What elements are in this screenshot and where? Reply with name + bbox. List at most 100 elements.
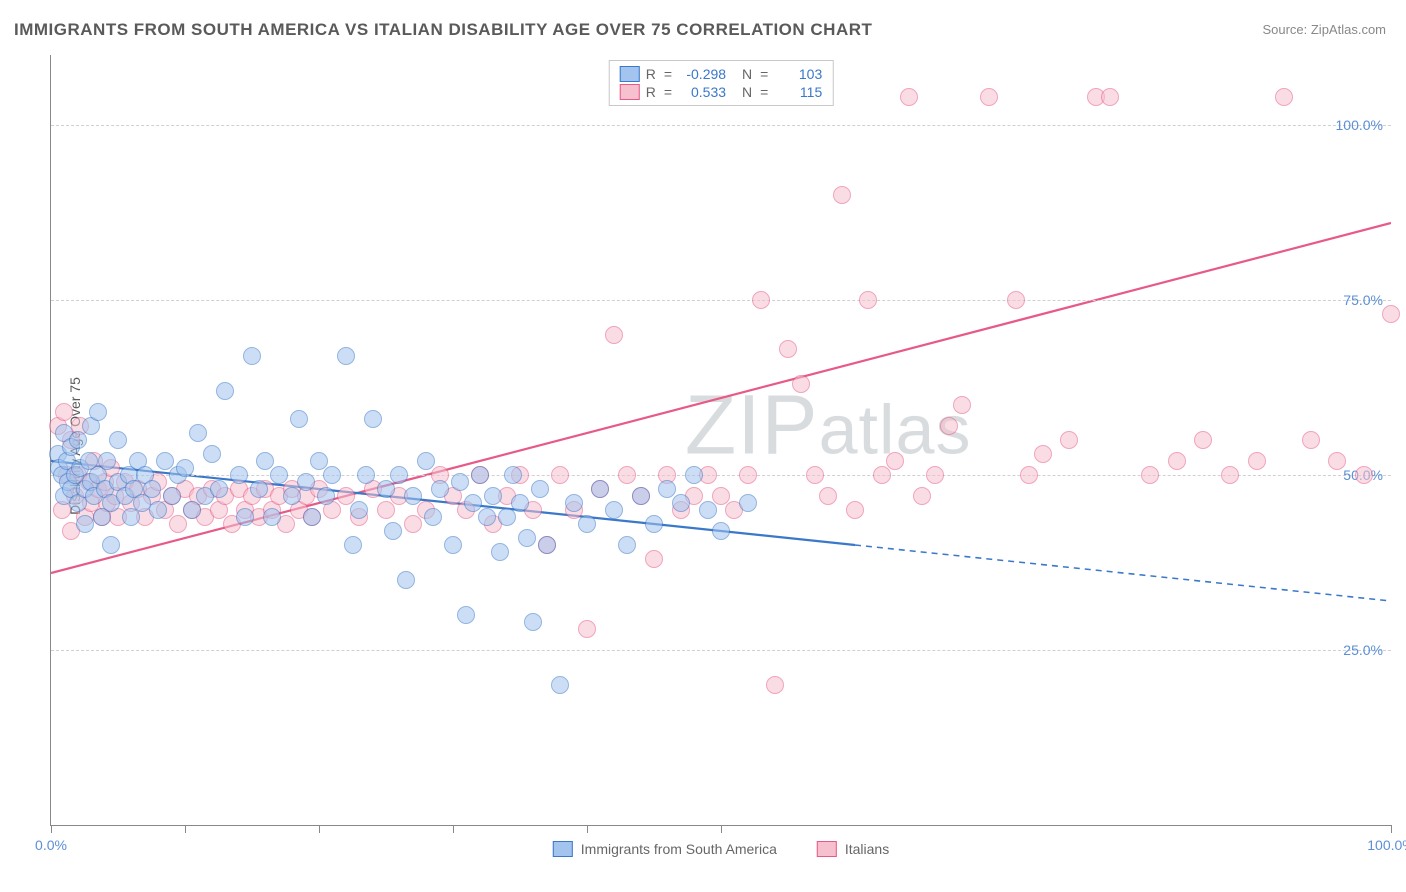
legend-r-value-blue: -0.298 [680,66,726,82]
scatter-point [779,340,797,358]
scatter-point [739,466,757,484]
watermark: ZIPatlas [685,376,972,473]
chart-title: IMMIGRANTS FROM SOUTH AMERICA VS ITALIAN… [14,20,872,40]
scatter-point [1168,452,1186,470]
scatter-point [645,515,663,533]
eq-icon: = [664,84,672,100]
scatter-point [337,487,355,505]
scatter-point [712,487,730,505]
scatter-point [578,515,596,533]
scatter-point [605,501,623,519]
scatter-point [451,473,469,491]
scatter-point [605,326,623,344]
x-tick [51,825,52,833]
eq-icon: = [760,66,768,82]
scatter-point [189,424,207,442]
legend-r-label: R [646,66,656,82]
scatter-point [980,88,998,106]
x-tick [587,825,588,833]
scatter-point [203,445,221,463]
legend-swatch-blue [620,66,640,82]
scatter-point [76,515,94,533]
scatter-point [1382,305,1400,323]
scatter-point [350,501,368,519]
scatter-point [290,410,308,428]
scatter-point [109,431,127,449]
scatter-point [531,480,549,498]
scatter-point [457,606,475,624]
scatter-point [645,550,663,568]
scatter-point [156,452,174,470]
scatter-point [551,676,569,694]
scatter-point [1221,466,1239,484]
gridline [51,650,1391,651]
scatter-point [417,452,435,470]
scatter-point [1007,291,1025,309]
scatter-point [792,375,810,393]
scatter-point [230,466,248,484]
legend-swatch-pink [620,84,640,100]
scatter-point [149,501,167,519]
scatter-point [377,501,395,519]
scatter-point [484,487,502,505]
scatter-point [169,515,187,533]
scatter-point [250,480,268,498]
correlation-legend: R = -0.298 N = 103 R = 0.533 N = 115 [609,60,834,106]
scatter-point [404,487,422,505]
scatter-point [310,452,328,470]
scatter-point [89,403,107,421]
scatter-point [357,466,375,484]
scatter-point [344,536,362,554]
legend-n-value-pink: 115 [776,84,822,100]
scatter-point [1101,88,1119,106]
eq-icon: = [760,84,768,100]
scatter-point [464,494,482,512]
scatter-point [618,536,636,554]
legend-n-value-blue: 103 [776,66,822,82]
scatter-point [846,501,864,519]
scatter-point [98,452,116,470]
gridline [51,125,1391,126]
scatter-point [1248,452,1266,470]
scatter-point [143,480,161,498]
scatter-point [444,536,462,554]
scatter-point [337,347,355,365]
scatter-point [913,487,931,505]
scatter-point [504,466,522,484]
legend-label-blue: Immigrants from South America [581,841,777,857]
scatter-point [551,466,569,484]
x-tick [453,825,454,833]
scatter-point [1194,431,1212,449]
gridline [51,300,1391,301]
scatter-point [377,480,395,498]
scatter-point [1328,452,1346,470]
scatter-point [712,522,730,540]
x-tick [721,825,722,833]
scatter-point [632,487,650,505]
scatter-point [471,466,489,484]
scatter-point [498,508,516,526]
scatter-point [210,480,228,498]
legend-swatch-blue [553,841,573,857]
scatter-point [873,466,891,484]
scatter-point [1275,88,1293,106]
scatter-point [102,536,120,554]
eq-icon: = [664,66,672,82]
scatter-point [431,480,449,498]
source-label: Source: ZipAtlas.com [1262,22,1386,37]
scatter-point [283,487,301,505]
gridline [51,475,1391,476]
scatter-point [263,508,281,526]
scatter-point [1355,466,1373,484]
legend-item-pink: Italians [817,841,889,857]
scatter-point [1020,466,1038,484]
scatter-point [511,494,529,512]
scatter-point [176,459,194,477]
scatter-point [491,543,509,561]
scatter-point [1034,445,1052,463]
scatter-point [163,487,181,505]
scatter-point [819,487,837,505]
scatter-point [859,291,877,309]
scatter-point [578,620,596,638]
scatter-point [216,382,234,400]
